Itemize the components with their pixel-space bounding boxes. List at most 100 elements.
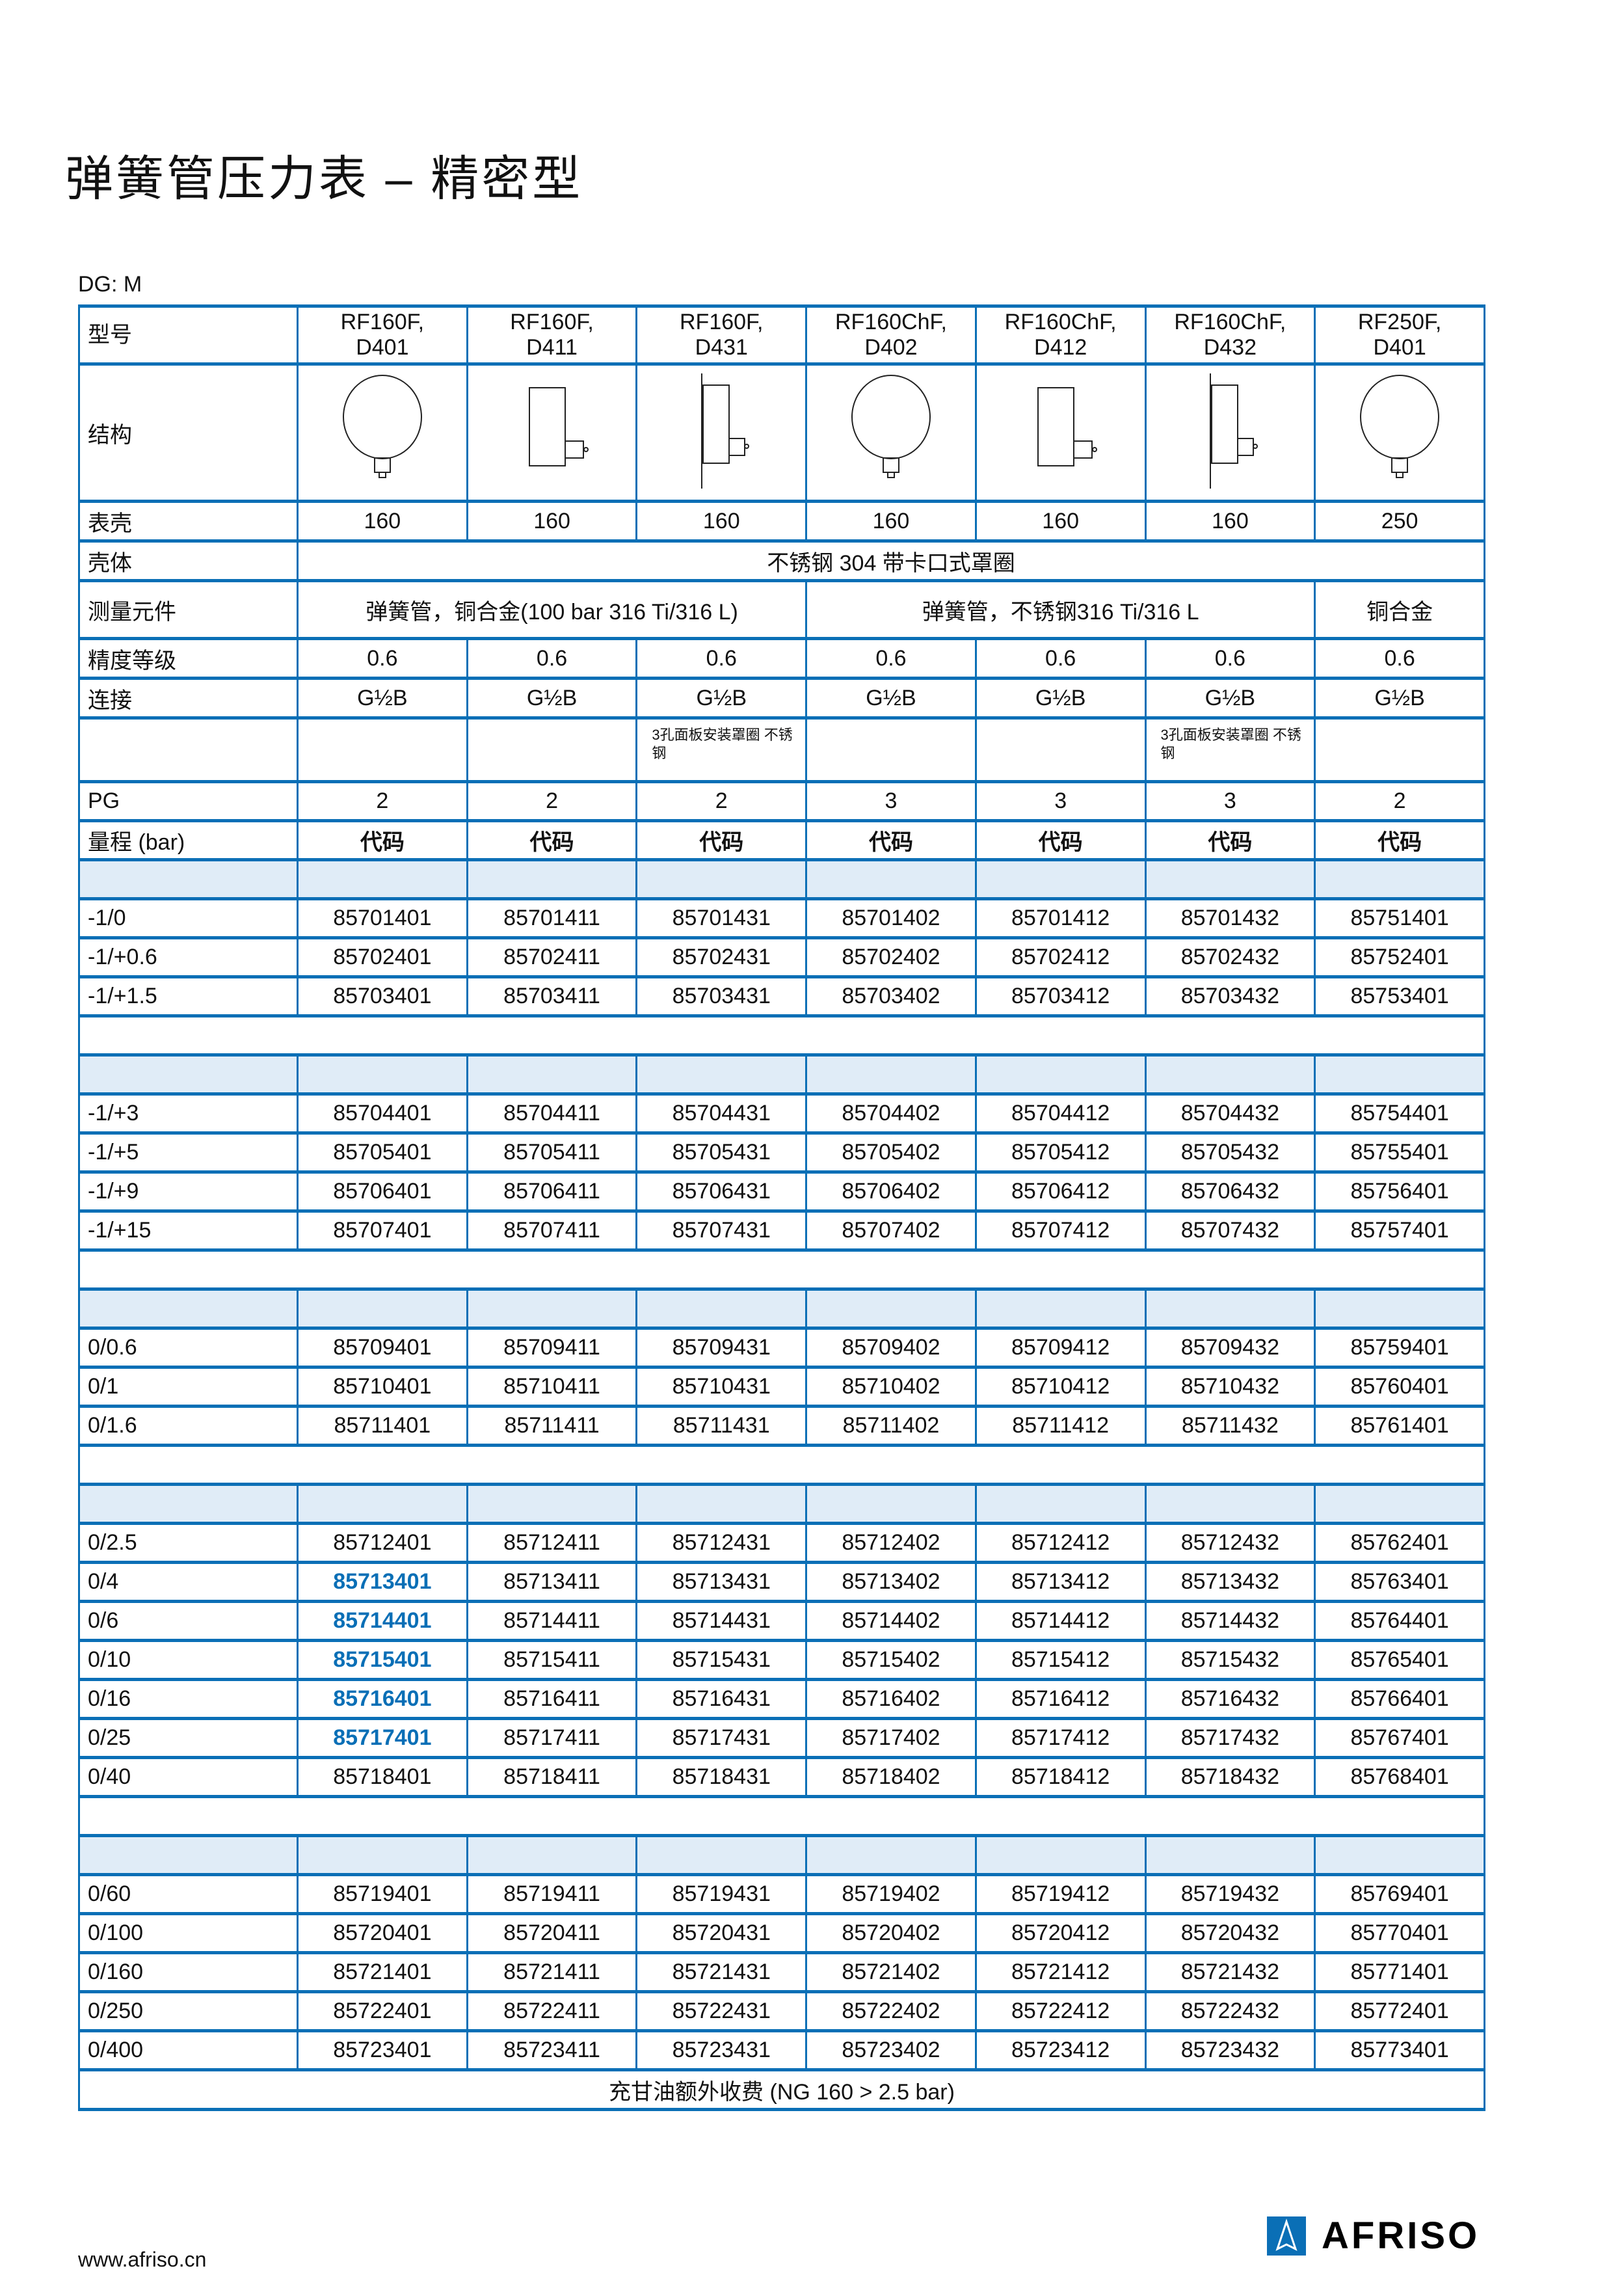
- band-cell: [974, 1287, 1147, 1330]
- code-header-cell: 代码: [974, 819, 1147, 861]
- code-cell: 85714411: [466, 1600, 638, 1642]
- model-cell: RF160F, D401: [297, 304, 468, 366]
- code-cell: 85717402: [805, 1717, 977, 1759]
- range-cell: 0/160: [78, 1951, 299, 1993]
- code-cell: 85716402: [805, 1678, 977, 1720]
- table-row: 0/250 85722401 85722411 85722431 85722402 857…: [78, 1990, 1485, 2032]
- band-cell: [466, 1053, 638, 1096]
- code-cell: 85712412: [974, 1522, 1147, 1564]
- code-cell: 85712431: [635, 1522, 808, 1564]
- model-code: D401: [1373, 335, 1426, 360]
- note-cell: [974, 716, 1147, 783]
- code-cell: 85704412: [974, 1092, 1147, 1135]
- code-cell: 85713432: [1144, 1561, 1316, 1603]
- code-cell: 85759401: [1314, 1327, 1485, 1369]
- code-cell: 85722402: [805, 1990, 977, 2032]
- note-cell: [466, 716, 638, 783]
- element-cell: 铜合金: [1314, 579, 1485, 640]
- table-row: 0/400 85723401 85723411 85723431 85723402 857…: [78, 2029, 1485, 2071]
- mounting-note: 3孔面板安装罩圈 不锈钢: [1160, 727, 1301, 761]
- code-cell: 85718411: [466, 1756, 638, 1798]
- code-cell: 85721401: [297, 1951, 468, 1993]
- case-size-row: 表壳 160 160 160 160 160 160 250: [78, 500, 1485, 543]
- code-cell: 85701432: [1144, 897, 1316, 939]
- band-cell: [297, 858, 468, 900]
- housing-cell: 不锈钢 304 带卡口式罩圈: [297, 539, 1485, 582]
- code-cell: 85707401: [297, 1209, 468, 1252]
- code-cell: 85701402: [805, 897, 977, 939]
- table-row: -1/+5 85705401 85705411 85705431 85705402 857…: [78, 1131, 1485, 1174]
- connection-cell: G½B: [635, 677, 808, 720]
- code-cell: 85713402: [805, 1561, 977, 1603]
- code-cell: 85723431: [635, 2029, 808, 2071]
- code-cell: 85768401: [1314, 1756, 1485, 1798]
- connection-cell: G½B: [805, 677, 977, 720]
- note-cell: [1314, 716, 1485, 783]
- code-cell: 85773401: [1314, 2029, 1485, 2071]
- code-cell: 85703401: [297, 975, 468, 1017]
- code-header-cell: 代码: [466, 819, 638, 861]
- code-cell: 85715412: [974, 1639, 1147, 1681]
- code-cell: 85723401: [297, 2029, 468, 2071]
- code-cell: 85702431: [635, 936, 808, 978]
- band-cell: [974, 1053, 1147, 1096]
- code-cell: 85703411: [466, 975, 638, 1017]
- code-cell: 85721402: [805, 1951, 977, 1993]
- glycerin-note: 充甘油额外收费 (NG 160 > 2.5 bar): [78, 2068, 1485, 2111]
- band-cell: [1144, 1053, 1316, 1096]
- element-row: 测量元件 弹簧管，铜合金(100 bar 316 Ti/316 L) 弹簧管，不锈钢…: [78, 579, 1485, 640]
- band-cell: [78, 1483, 299, 1525]
- code-cell: 85719402: [805, 1873, 977, 1915]
- accuracy-label: 精度等级: [78, 637, 299, 680]
- range-cell: 0/10: [78, 1639, 299, 1681]
- code-cell: 85706412: [974, 1170, 1147, 1213]
- code-cell: 85702412: [974, 936, 1147, 978]
- code-cell: 85714401: [297, 1600, 468, 1642]
- code-cell: 85706402: [805, 1170, 977, 1213]
- code-cell: 85702432: [1144, 936, 1316, 978]
- group-band-row: [78, 1053, 1485, 1096]
- housing-row: 壳体 不锈钢 304 带卡口式罩圈: [78, 539, 1485, 582]
- code-cell: 85707402: [805, 1209, 977, 1252]
- spacer-cell: [78, 1795, 1485, 1837]
- range-header-row: 量程 (bar) 代码 代码 代码 代码 代码 代码 代码: [78, 819, 1485, 861]
- code-cell: 85710411: [466, 1366, 638, 1408]
- spacer-row: [78, 1795, 1485, 1837]
- code-cell: 85718402: [805, 1756, 977, 1798]
- code-cell: 85718431: [635, 1756, 808, 1798]
- note-cell: [297, 716, 468, 783]
- table-row: 0/0.6 85709401 85709411 85709431 85709402 857…: [78, 1327, 1485, 1369]
- website-link[interactable]: www.afriso.cn: [78, 2248, 207, 2271]
- band-cell: [1144, 858, 1316, 900]
- spacer-row: [78, 1014, 1485, 1057]
- model-cell: RF250F, D401: [1314, 304, 1485, 366]
- code-cell: 85720402: [805, 1912, 977, 1954]
- code-header-cell: 代码: [805, 819, 977, 861]
- code-cell: 85704401: [297, 1092, 468, 1135]
- note-row: 3孔面板安装罩圈 不锈钢 3孔面板安装罩圈 不锈钢: [78, 716, 1485, 783]
- code-cell: 85703431: [635, 975, 808, 1017]
- code-cell: 85705432: [1144, 1131, 1316, 1174]
- code-cell: 85710431: [635, 1366, 808, 1408]
- range-cell: 0/100: [78, 1912, 299, 1954]
- band-cell: [635, 1053, 808, 1096]
- band-cell: [78, 1053, 299, 1096]
- code-cell: 85711412: [974, 1405, 1147, 1447]
- range-cell: -1/+3: [78, 1092, 299, 1135]
- pg-cell: 3: [974, 780, 1147, 822]
- code-cell: 85723412: [974, 2029, 1147, 2071]
- range-label: 量程 (bar): [78, 819, 299, 861]
- structure-cell: [466, 362, 638, 503]
- code-cell: 85720411: [466, 1912, 638, 1954]
- pg-cell: 2: [1314, 780, 1485, 822]
- range-cell: -1/0: [78, 897, 299, 939]
- band-cell: [297, 1483, 468, 1525]
- group-band-row: [78, 1287, 1485, 1330]
- code-cell: 85770401: [1314, 1912, 1485, 1954]
- band-cell: [466, 1483, 638, 1525]
- structure-label: 结构: [78, 362, 299, 503]
- connection-row: 连接 G½B G½B G½B G½B G½B G½B G½B: [78, 677, 1485, 720]
- table-row: 0/25 85717401 85717411 85717431 85717402 8571…: [78, 1717, 1485, 1759]
- code-cell: 85704411: [466, 1092, 638, 1135]
- code-cell: 85714402: [805, 1600, 977, 1642]
